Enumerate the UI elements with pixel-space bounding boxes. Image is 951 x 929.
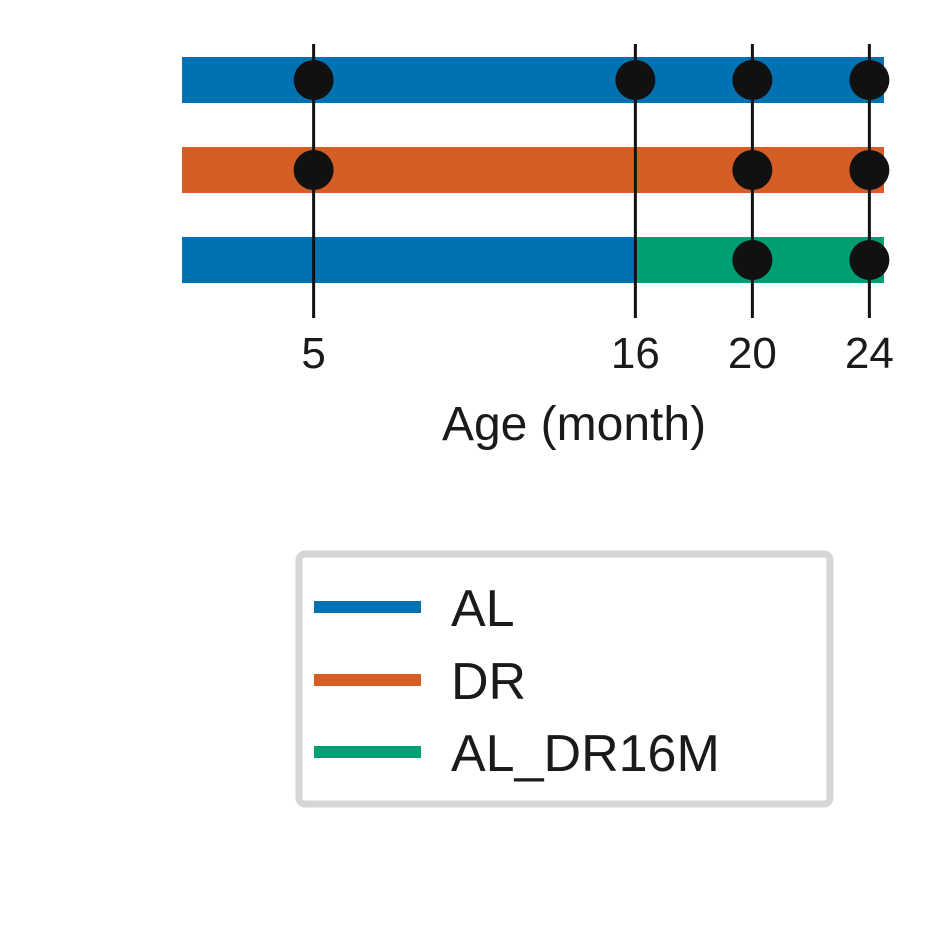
timepoint-dot-dr-24 bbox=[849, 150, 890, 190]
x-axis-label: Age (month) bbox=[442, 398, 706, 451]
timepoint-dot-al-20 bbox=[732, 60, 773, 100]
timepoint-dot-dr-20 bbox=[732, 150, 773, 190]
legend-label-al: AL bbox=[451, 580, 515, 638]
legend: AL DR AL_DR16M bbox=[295, 550, 834, 808]
legend-items: AL DR AL_DR16M bbox=[314, 580, 720, 783]
timepoint-dot-al_dr16m-20 bbox=[732, 240, 773, 280]
x-tick-label-16: 16 bbox=[611, 329, 660, 378]
x-axis-ticks: 5 16 20 24 bbox=[301, 329, 893, 378]
timepoint-dots bbox=[293, 60, 890, 280]
timepoint-dot-al-16 bbox=[615, 60, 656, 100]
timepoint-dot-dr-5 bbox=[293, 150, 334, 190]
bar-segment-dr-0 bbox=[182, 147, 884, 193]
bar-segment-al-0 bbox=[182, 57, 884, 103]
x-tick-label-24: 24 bbox=[845, 329, 894, 378]
timepoint-dot-al-5 bbox=[293, 60, 334, 100]
timepoint-dot-al-24 bbox=[849, 60, 890, 100]
timepoint-dot-al_dr16m-24 bbox=[849, 240, 890, 280]
legend-label-al_dr16m: AL_DR16M bbox=[451, 725, 720, 783]
legend-label-dr: DR bbox=[451, 653, 526, 711]
x-tick-label-20: 20 bbox=[728, 329, 777, 378]
bars-layer bbox=[182, 57, 884, 283]
x-tick-label-5: 5 bbox=[301, 329, 325, 378]
bar-segment-al_dr16m-0 bbox=[182, 237, 636, 283]
legend-box bbox=[295, 550, 834, 808]
